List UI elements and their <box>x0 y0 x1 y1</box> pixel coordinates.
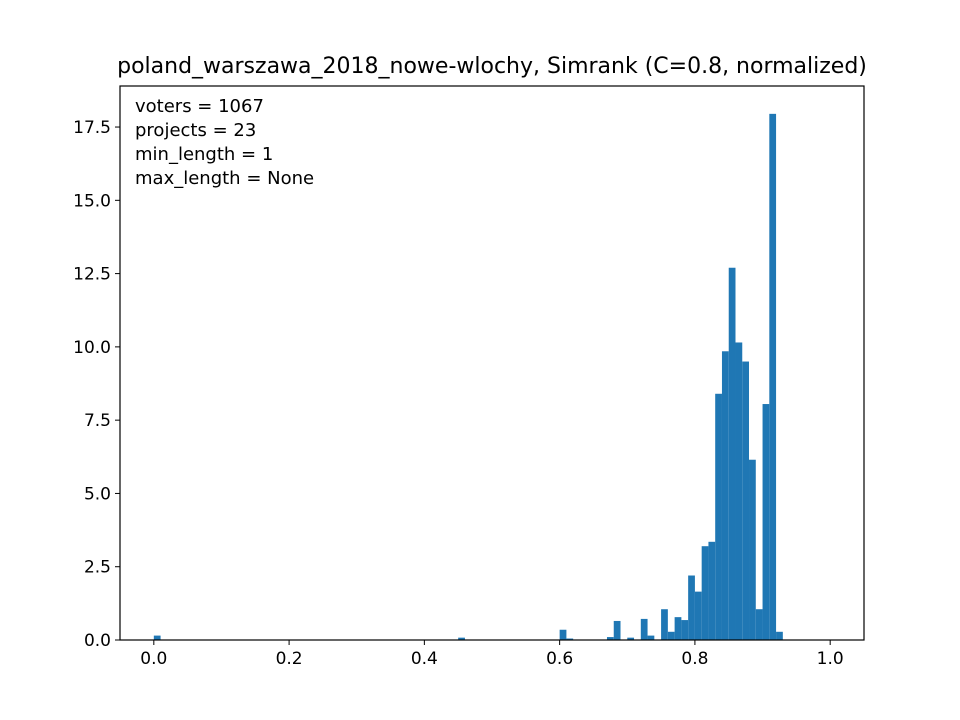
histogram-bar <box>762 404 770 640</box>
y-tick-label: 10.0 <box>73 338 111 358</box>
histogram-bar <box>708 541 716 640</box>
y-tick-label: 15.0 <box>73 191 111 211</box>
histogram-bar <box>674 617 682 640</box>
histogram-bar <box>566 638 574 640</box>
histogram-bar <box>606 637 614 640</box>
x-tick-label: 1.0 <box>817 649 844 669</box>
histogram-bar <box>701 546 709 640</box>
histogram-bar <box>153 635 161 640</box>
histogram-bar <box>769 113 777 641</box>
histogram-bar <box>721 351 729 640</box>
y-tick-label: 5.0 <box>84 484 111 504</box>
y-tick-label: 2.5 <box>84 558 111 578</box>
annotation-box: voters = 1067 projects = 23 min_length =… <box>135 96 314 189</box>
histogram-bar <box>749 459 756 640</box>
chart-title: poland_warszawa_2018_nowe-wlochy, Simran… <box>117 54 867 79</box>
histogram-bar <box>694 591 702 640</box>
annotation-min-length: min_length = 1 <box>135 144 273 165</box>
histogram-bar <box>661 609 668 640</box>
bars-group <box>153 113 783 641</box>
histogram-bar <box>627 637 635 640</box>
x-tick-label: 0.2 <box>276 649 303 669</box>
histogram-bar <box>647 635 655 640</box>
histogram-bar <box>728 267 736 640</box>
histogram-bar <box>715 393 722 640</box>
histogram-bar <box>458 637 465 640</box>
histogram-bar <box>742 361 750 640</box>
plot-frame <box>119 85 865 641</box>
y-tick-label: 7.5 <box>84 411 111 431</box>
x-tick-label: 0.6 <box>546 649 573 669</box>
x-tick-label: 0.4 <box>411 649 438 669</box>
y-tick-label: 17.5 <box>73 118 111 138</box>
y-tick-label: 12.5 <box>73 265 111 285</box>
annotation-voters: voters = 1067 <box>135 96 264 117</box>
histogram-bar <box>613 620 621 640</box>
y-tick-label: 0.0 <box>84 631 111 651</box>
x-tick-label: 0.0 <box>140 649 167 669</box>
histogram-bar <box>559 629 567 640</box>
histogram-bar <box>776 631 783 640</box>
annotation-max-length: max_length = None <box>135 168 314 189</box>
histogram-bar <box>681 620 689 640</box>
x-tick-label: 0.8 <box>681 649 708 669</box>
histogram-bar <box>667 631 675 640</box>
histogram-bar <box>735 342 743 640</box>
histogram-bar <box>640 618 648 640</box>
x-axis: 0.0 0.2 0.4 0.6 0.8 1.0 <box>140 640 844 669</box>
histogram-bar <box>688 575 695 640</box>
y-axis: 0.0 2.5 5.0 7.5 10.0 12.5 15.0 17.5 <box>73 118 120 651</box>
histogram-bar <box>755 609 763 640</box>
annotation-projects: projects = 23 <box>135 120 256 141</box>
